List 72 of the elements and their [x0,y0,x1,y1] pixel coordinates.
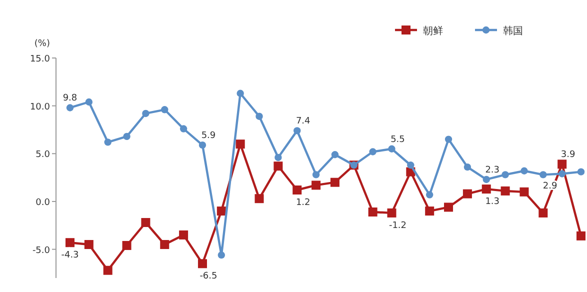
y-tick-label: 10.0 [30,102,50,112]
point [122,240,132,250]
point [274,162,283,171]
point [520,187,529,196]
point [254,194,264,204]
y-axis-title: (%) [34,39,50,49]
data-label: -6.5 [200,272,218,282]
point [180,125,188,132]
data-label: 1.2 [296,198,310,208]
point [104,138,112,146]
point [502,171,509,178]
point [198,259,207,268]
point [142,110,150,118]
point [216,206,226,216]
data-label: 2.3 [485,165,500,176]
point [388,145,396,152]
point [540,171,547,178]
y-tick-label: 15.0 [30,54,50,64]
point [294,127,301,134]
point [482,184,491,194]
point [103,266,112,275]
point [123,132,130,140]
point [444,202,454,212]
point [330,178,340,187]
y-tick-label: -5.0 [32,246,50,256]
point [84,240,94,250]
data-label: 3.9 [560,150,576,160]
point [218,251,226,259]
point [85,98,93,106]
point [464,163,472,171]
data-label: 7.4 [296,116,311,127]
data-label: -4.3 [61,250,79,261]
point [558,170,566,178]
point [141,218,150,228]
point [387,208,396,218]
point [236,90,244,97]
point [425,206,434,216]
point [444,136,452,143]
point [369,148,376,156]
point [538,208,548,218]
point [312,171,320,178]
point [160,240,170,250]
point [577,168,585,176]
y-tick-label: 5.0 [36,150,50,160]
data-label: 5.5 [390,134,405,145]
legend-label: 朝鲜 [423,25,443,37]
point [198,141,206,149]
point [368,208,378,216]
point [179,230,188,240]
point [66,238,74,248]
data-label: -1.2 [388,220,407,231]
point [558,160,567,169]
point [274,154,282,162]
y-tick-label: 0.0 [36,198,50,208]
point [312,180,321,190]
point [331,151,339,158]
legend-label: 韩国 [503,25,523,37]
data-label: 5.9 [201,131,216,142]
point [520,167,528,174]
point [161,106,168,114]
point [66,104,74,112]
point [407,162,414,169]
point [482,176,490,184]
data-label: 1.3 [485,197,500,208]
point [426,191,434,198]
point [292,186,302,194]
point [256,112,263,120]
point [462,189,472,198]
point [236,140,245,149]
data-label: 9.8 [62,94,78,104]
point [576,231,586,240]
point [500,186,510,196]
